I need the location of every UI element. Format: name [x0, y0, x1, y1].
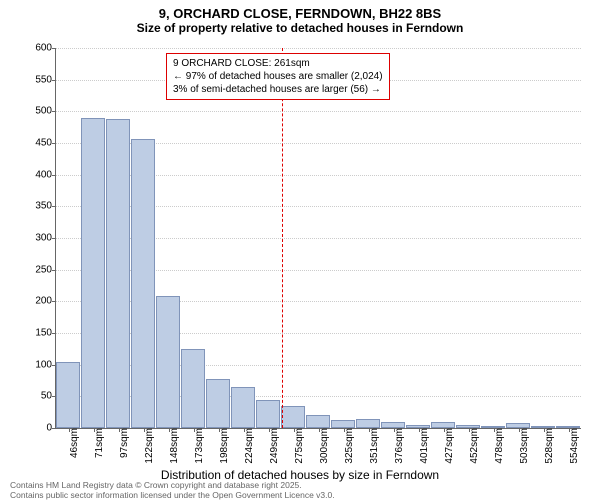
histogram-bar — [331, 420, 355, 428]
annotation-line-1: 9 ORCHARD CLOSE: 261sqm — [173, 57, 383, 70]
histogram-bar — [231, 387, 255, 428]
ytick-label: 450 — [35, 138, 56, 149]
plot-area: 05010015020025030035040045050055060046sq… — [55, 48, 581, 429]
histogram-bar — [356, 419, 380, 429]
chart-title: 9, ORCHARD CLOSE, FERNDOWN, BH22 8BS — [0, 0, 600, 21]
ytick-label: 50 — [41, 391, 56, 402]
ytick-label: 150 — [35, 328, 56, 339]
footer-line-1: Contains HM Land Registry data © Crown c… — [10, 480, 335, 490]
xtick-label: 173sqm — [190, 428, 205, 464]
ytick-label: 300 — [35, 233, 56, 244]
ytick-label: 200 — [35, 296, 56, 307]
xtick-label: 452sqm — [465, 428, 480, 464]
chart-subtitle: Size of property relative to detached ho… — [0, 21, 600, 39]
xtick-label: 275sqm — [290, 428, 305, 464]
ytick-label: 550 — [35, 74, 56, 85]
histogram-bar — [131, 139, 155, 428]
ytick-label: 100 — [35, 359, 56, 370]
xtick-label: 71sqm — [90, 428, 105, 458]
footer-line-2: Contains public sector information licen… — [10, 490, 335, 500]
reference-line — [282, 48, 283, 428]
ytick-label: 500 — [35, 106, 56, 117]
xtick-label: 300sqm — [315, 428, 330, 464]
ytick-label: 0 — [46, 423, 56, 434]
xtick-label: 325sqm — [340, 428, 355, 464]
xtick-label: 122sqm — [140, 428, 155, 464]
annotation-box: 9 ORCHARD CLOSE: 261sqm← 97% of detached… — [166, 53, 390, 100]
ytick-label: 250 — [35, 264, 56, 275]
ytick-label: 350 — [35, 201, 56, 212]
xtick-label: 249sqm — [265, 428, 280, 464]
gridline — [56, 48, 581, 49]
annotation-line-2: ← 97% of detached houses are smaller (2,… — [173, 70, 383, 83]
histogram-bar — [56, 362, 80, 429]
xtick-label: 427sqm — [440, 428, 455, 464]
ytick-label: 600 — [35, 43, 56, 54]
xtick-label: 503sqm — [515, 428, 530, 464]
xtick-label: 376sqm — [390, 428, 405, 464]
xtick-label: 198sqm — [215, 428, 230, 464]
ytick-label: 400 — [35, 169, 56, 180]
xtick-label: 528sqm — [540, 428, 555, 464]
histogram-bar — [181, 349, 205, 428]
histogram-bar — [256, 400, 280, 429]
histogram-bar — [306, 415, 330, 428]
xtick-label: 401sqm — [415, 428, 430, 464]
histogram-bar — [106, 119, 130, 428]
histogram-bar — [281, 406, 305, 428]
xtick-label: 148sqm — [165, 428, 180, 464]
histogram-bar — [206, 379, 230, 428]
annotation-line-3: 3% of semi-detached houses are larger (5… — [173, 83, 383, 96]
histogram-bar — [156, 296, 180, 428]
gridline — [56, 111, 581, 112]
xtick-label: 224sqm — [240, 428, 255, 464]
xtick-label: 478sqm — [490, 428, 505, 464]
xtick-label: 554sqm — [565, 428, 580, 464]
histogram-bar — [81, 118, 105, 428]
xtick-label: 46sqm — [65, 428, 80, 458]
xtick-label: 97sqm — [115, 428, 130, 458]
chart-container: 9, ORCHARD CLOSE, FERNDOWN, BH22 8BS Siz… — [0, 0, 600, 500]
xtick-label: 351sqm — [365, 428, 380, 464]
footer-attribution: Contains HM Land Registry data © Crown c… — [10, 480, 335, 500]
